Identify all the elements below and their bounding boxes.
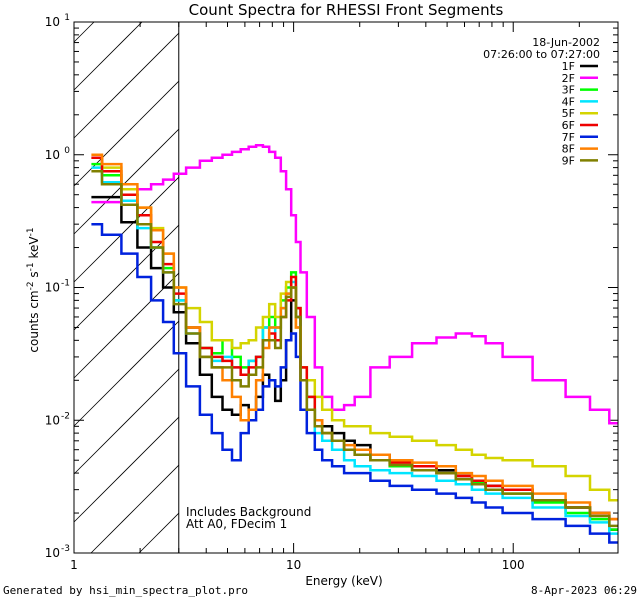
hatch-line — [138, 512, 180, 554]
x-tick-label: 10 — [286, 558, 301, 572]
legend-label: 5F — [562, 107, 575, 120]
y-tick-exponent: -1 — [61, 279, 70, 289]
y-axis-label-exp: -2 — [26, 281, 36, 290]
y-axis-label: counts cm-2 s-1 keV-1 — [26, 227, 41, 352]
y-tick-exponent: -3 — [61, 544, 70, 554]
y-tick-exponent: 1 — [64, 13, 70, 23]
y-tick-exponent: -2 — [61, 411, 70, 421]
hatch-line — [73, 272, 180, 379]
legend-date: 18-Jun-2002 — [532, 36, 600, 49]
y-tick-label: 10 — [45, 148, 60, 162]
hatch-line — [73, 320, 180, 427]
y-axis-label-part: keV — [27, 236, 41, 263]
y-tick-label: 10 — [45, 413, 60, 427]
y-axis-label-part: s — [27, 271, 41, 281]
legend-time-range: 07:26:00 to 07:27:00 — [483, 48, 600, 61]
y-axis-label-exp: -1 — [26, 227, 36, 236]
legend: 18-Jun-2002 07:26:00 to 07:27:00 1F2F3F4… — [483, 36, 600, 167]
series-lines — [91, 143, 618, 544]
chart-title: Count Spectra for RHESSI Front Segments — [189, 1, 504, 19]
legend-label: 1F — [562, 60, 575, 73]
x-tick-label: 100 — [502, 558, 525, 572]
footer-timestamp: 8-Apr-2023 06:29 — [531, 584, 637, 597]
footer-generated-by: Generated by hsi_min_spectra_plot.pro — [3, 584, 248, 597]
x-tick-labels: 1 10 100 — [70, 558, 524, 572]
hatch-line — [73, 21, 95, 43]
hatch-line — [73, 128, 180, 235]
legend-label: 6F — [562, 119, 575, 132]
hatch-line — [73, 21, 143, 91]
x-axis-label: Energy (keV) — [305, 574, 382, 588]
axis-ticks — [73, 22, 619, 554]
legend-label: 2F — [562, 72, 575, 85]
y-tick-exponent: 0 — [64, 146, 70, 156]
shaded-region — [73, 21, 180, 554]
y-axis-label-part: counts cm — [27, 290, 41, 352]
y-axis-label-exp: -1 — [26, 262, 36, 271]
legend-label: 8F — [562, 143, 575, 156]
series-line-7F — [91, 222, 618, 544]
legend-label: 3F — [562, 84, 575, 97]
y-tick-label: 10 — [45, 281, 60, 295]
plot-frame — [73, 21, 619, 554]
hatch-line — [73, 176, 180, 283]
legend-label: 4F — [562, 95, 575, 108]
legend-label: 9F — [562, 154, 575, 167]
annotation-background: Includes Background — [186, 505, 311, 519]
y-tick-label: 10 — [45, 546, 60, 560]
x-tick-label: 1 — [70, 558, 78, 572]
annotation-attenuator: Att A0, FDecim 1 — [186, 517, 287, 531]
hatch-line — [73, 32, 180, 139]
hatch-line — [73, 368, 180, 475]
hatch-line — [73, 416, 180, 523]
series-line-2F — [91, 143, 618, 425]
series-line-9F — [91, 170, 618, 528]
legend-label: 7F — [562, 131, 575, 144]
y-tick-label: 10 — [45, 15, 60, 29]
hatch-line — [90, 464, 180, 554]
